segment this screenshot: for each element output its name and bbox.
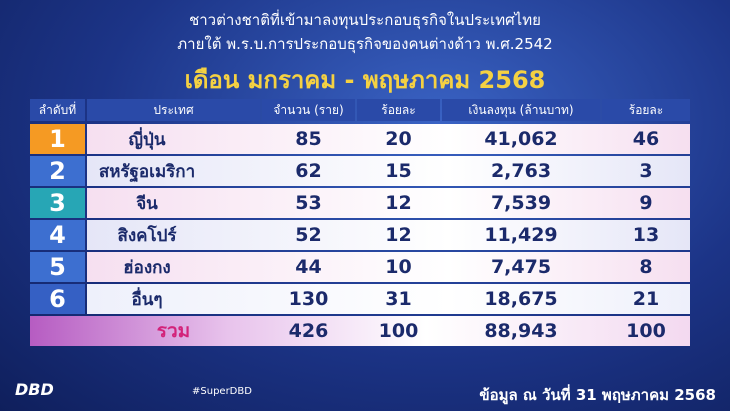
value: 20 bbox=[385, 128, 412, 150]
total-band bbox=[30, 316, 690, 346]
value: 11,429 bbox=[484, 224, 558, 246]
country: จีน bbox=[136, 193, 158, 214]
title-line: ชาวต่างชาติที่เข้ามาลงทุนประกอบธุรกิจในป… bbox=[189, 11, 541, 29]
value: 7,539 bbox=[490, 192, 552, 214]
value: 53 bbox=[295, 192, 322, 214]
value: 62 bbox=[295, 160, 322, 182]
column-header: ประเทศ bbox=[87, 99, 260, 121]
value: 52 bbox=[295, 224, 322, 246]
total-label: รวม bbox=[156, 320, 191, 342]
rank: 1 bbox=[30, 124, 85, 154]
value: 9 bbox=[639, 192, 653, 214]
rank: 4 bbox=[30, 220, 85, 250]
row-band bbox=[87, 156, 690, 186]
value: 44 bbox=[295, 256, 322, 278]
column-header: ร้อยละ bbox=[602, 99, 690, 121]
subtitle: เดือน มกราคม - พฤษภาคม 2568 bbox=[184, 66, 546, 94]
rank: 5 bbox=[30, 252, 85, 282]
total-value: 100 bbox=[626, 320, 666, 342]
value: 130 bbox=[288, 288, 329, 310]
value: 21 bbox=[632, 288, 660, 310]
value: 8 bbox=[639, 256, 653, 278]
country: ฮ่องกง bbox=[123, 257, 171, 278]
rank: 3 bbox=[30, 188, 85, 218]
logo: DBD bbox=[15, 380, 54, 399]
hashtag: #SuperDBD bbox=[192, 386, 252, 397]
value: 7,475 bbox=[490, 256, 552, 278]
column-header: ลำดับที่ bbox=[30, 99, 85, 121]
row-band bbox=[87, 284, 690, 314]
value: 10 bbox=[385, 256, 412, 278]
total-value: 426 bbox=[288, 320, 329, 342]
column-header: ร้อยละ bbox=[357, 99, 440, 121]
value: 12 bbox=[385, 192, 412, 214]
column-header: เงินลงทุน (ล้านบาท) bbox=[442, 99, 600, 121]
country: สิงคโปร์ bbox=[117, 225, 177, 246]
value: 12 bbox=[385, 224, 412, 246]
total-value: 100 bbox=[378, 320, 419, 342]
row-band bbox=[87, 124, 690, 154]
total-value: 88,943 bbox=[484, 320, 558, 342]
value: 31 bbox=[385, 288, 412, 310]
value: 41,062 bbox=[484, 128, 558, 150]
country: ญี่ปุ่น bbox=[128, 129, 166, 150]
value: 13 bbox=[632, 224, 660, 246]
value: 15 bbox=[385, 160, 412, 182]
row-band bbox=[87, 188, 690, 218]
rank: 6 bbox=[30, 284, 85, 314]
value: 2,763 bbox=[490, 160, 552, 182]
rank: 2 bbox=[30, 156, 85, 186]
value: 3 bbox=[639, 160, 653, 182]
row-band bbox=[87, 220, 690, 250]
country: อื่นๆ bbox=[131, 289, 163, 310]
title-line: ภายใต้ พ.ร.บ.การประกอบธุรกิจของคนต่างด้า… bbox=[177, 35, 553, 53]
country: สหรัฐอเมริกา bbox=[98, 161, 196, 182]
value: 85 bbox=[295, 128, 322, 150]
row-band bbox=[87, 252, 690, 282]
value: 18,675 bbox=[484, 288, 558, 310]
value: 46 bbox=[632, 128, 660, 150]
column-header: จำนวน (ราย) bbox=[262, 99, 355, 121]
date-note: ข้อมูล ณ วันที่ 31 พฤษภาคม 2568 bbox=[479, 386, 716, 404]
